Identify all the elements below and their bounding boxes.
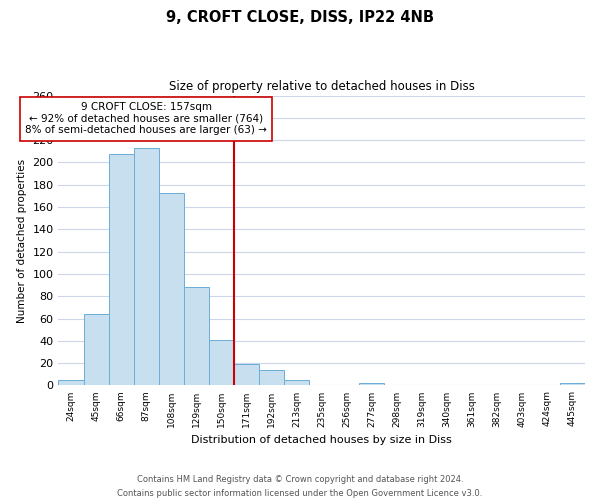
Bar	[284, 380, 309, 386]
Bar	[359, 383, 385, 386]
Bar	[58, 380, 83, 386]
Y-axis label: Number of detached properties: Number of detached properties	[17, 158, 27, 322]
Bar	[209, 340, 234, 386]
Bar	[159, 192, 184, 386]
Bar	[234, 364, 259, 386]
Title: Size of property relative to detached houses in Diss: Size of property relative to detached ho…	[169, 80, 475, 93]
Bar	[184, 288, 209, 386]
Bar	[109, 154, 134, 386]
X-axis label: Distribution of detached houses by size in Diss: Distribution of detached houses by size …	[191, 435, 452, 445]
Bar	[83, 314, 109, 386]
Bar	[560, 383, 585, 386]
Text: Contains HM Land Registry data © Crown copyright and database right 2024.
Contai: Contains HM Land Registry data © Crown c…	[118, 476, 482, 498]
Text: 9 CROFT CLOSE: 157sqm
← 92% of detached houses are smaller (764)
8% of semi-deta: 9 CROFT CLOSE: 157sqm ← 92% of detached …	[25, 102, 267, 136]
Bar	[259, 370, 284, 386]
Text: 9, CROFT CLOSE, DISS, IP22 4NB: 9, CROFT CLOSE, DISS, IP22 4NB	[166, 10, 434, 25]
Bar	[134, 148, 159, 386]
